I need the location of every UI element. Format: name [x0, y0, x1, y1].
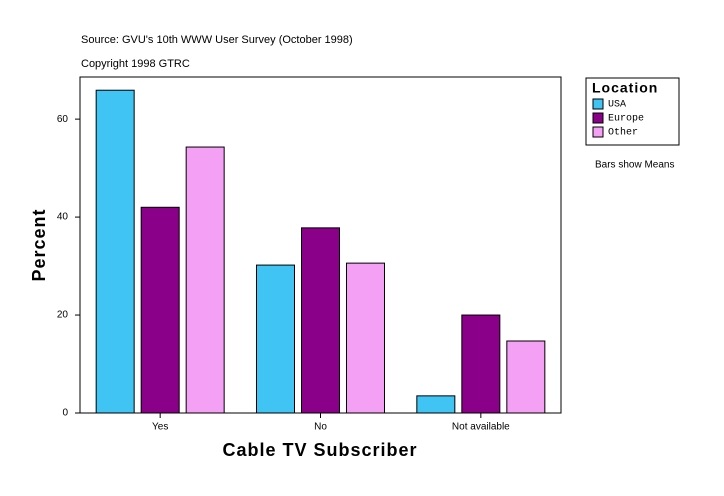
legend-label: USA [608, 100, 626, 111]
x-tick-label: No [314, 422, 327, 433]
x-tick-label: Not available [452, 422, 510, 433]
legend-title: Location [592, 80, 658, 96]
legend-swatch [592, 126, 604, 138]
bar [185, 146, 225, 414]
bar [140, 206, 180, 414]
bar [461, 314, 501, 414]
bar [95, 89, 135, 414]
y-axis-label: Percent [29, 208, 49, 281]
copyright: Copyright 1998 GTRC [81, 58, 190, 70]
bar [346, 262, 385, 414]
x-tick-label: Yes [152, 422, 168, 433]
y-tick-label: 40 [57, 212, 69, 223]
y-tick-label: 20 [57, 310, 69, 321]
y-tick-label: 0 [62, 408, 68, 419]
legend-swatch [592, 98, 604, 110]
y-tick-label: 60 [57, 114, 69, 125]
bar [416, 395, 456, 414]
note: Bars show Means [595, 160, 674, 171]
x-axis-label: Cable TV Subscriber [222, 440, 417, 460]
legend-swatch [592, 112, 604, 124]
legend-label: Europe [608, 114, 644, 125]
bar [256, 264, 295, 414]
chart-subtitle: Source: GVU's 10th WWW User Survey (Octo… [81, 34, 353, 46]
legend-label: Other [608, 127, 638, 139]
bar [301, 227, 340, 414]
bar [506, 340, 546, 414]
